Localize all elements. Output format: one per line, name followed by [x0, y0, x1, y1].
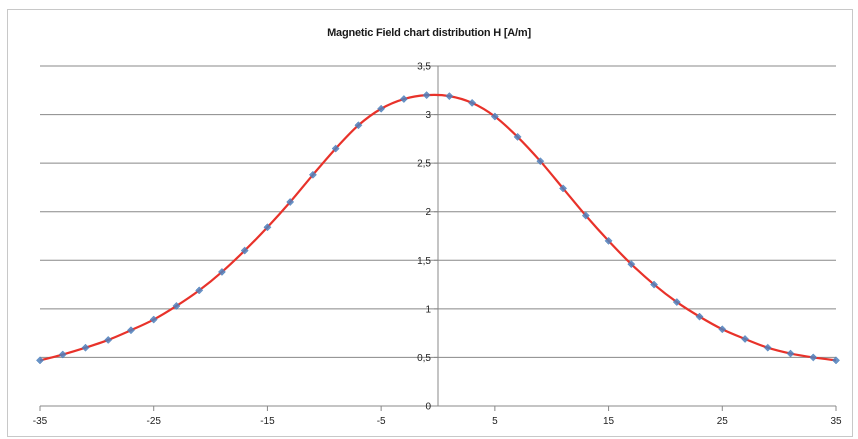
data-point-31: [741, 335, 749, 343]
data-point-29: [695, 312, 704, 321]
tick-labels: -35 -25 -15 -5 5 15 25 35 0 0,5 1 1,5 2 2,5 3 3,5: [33, 62, 842, 428]
data-point-20: [490, 112, 499, 121]
y-tick-label-5: 2,5: [417, 159, 431, 170]
chart-title: Magnetic Field chart distribution H [A/m…: [327, 27, 531, 39]
x-tick-label-4: 5: [492, 416, 498, 427]
x-tick-label-5: 15: [603, 416, 615, 427]
x-tick-label-6: 25: [717, 416, 729, 427]
y-tick-label-7: 3,5: [417, 62, 431, 73]
data-point-19: [468, 98, 477, 107]
y-tick-label-6: 3: [425, 110, 431, 121]
y-tick-label-3: 1,5: [417, 256, 431, 267]
data-point-6: [172, 301, 181, 310]
x-tick-label-7: 35: [830, 416, 842, 427]
data-point-34: [809, 353, 818, 362]
data-point-10: [263, 223, 272, 232]
data-point-15: [377, 104, 386, 113]
data-point-17: [422, 91, 431, 100]
data-point-0: [36, 356, 44, 365]
data-point-5: [149, 315, 158, 324]
x-tick-label-0: -35: [33, 416, 48, 427]
axes: [39, 65, 837, 411]
data-point-26: [627, 260, 636, 269]
data-point-35: [832, 356, 840, 365]
chart-frame: [7, 9, 853, 437]
y-tick-label-2: 1: [425, 304, 431, 315]
data-point-28: [672, 298, 681, 307]
y-tick-label-4: 2: [425, 207, 431, 218]
data-series: [36, 91, 840, 365]
data-point-3: [104, 335, 113, 344]
y-tick-label-0: 0: [425, 402, 431, 413]
data-point-1: [58, 350, 67, 359]
data-point-9: [240, 246, 249, 255]
data-point-27: [650, 280, 659, 289]
data-point-11: [286, 198, 295, 206]
data-point-7: [195, 286, 204, 295]
x-tick-label-3: -5: [377, 416, 386, 427]
data-point-30: [718, 325, 727, 334]
x-tick-label-1: -25: [146, 416, 161, 427]
y-tick-label-1: 0,5: [417, 353, 431, 364]
data-point-32: [763, 343, 772, 352]
data-point-13: [331, 144, 340, 153]
data-point-22: [536, 157, 545, 166]
data-point-8: [217, 267, 226, 276]
data-point-24: [581, 211, 590, 220]
data-point-4: [127, 326, 135, 335]
data-point-21: [513, 132, 522, 141]
data-point-14: [354, 121, 363, 130]
data-point-12: [308, 170, 317, 179]
data-point-23: [559, 184, 568, 193]
data-point-25: [604, 236, 613, 245]
data-point-33: [786, 349, 795, 358]
x-tick-label-2: -15: [260, 416, 275, 427]
data-point-16: [399, 95, 408, 103]
data-point-2: [81, 343, 90, 352]
data-point-18: [445, 92, 454, 101]
